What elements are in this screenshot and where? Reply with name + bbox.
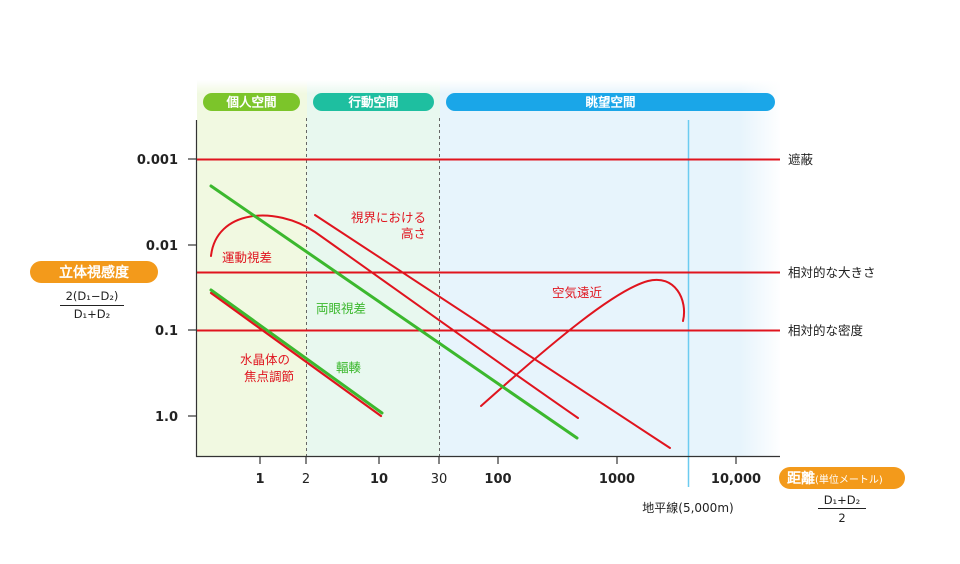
x-axis-title: 距離(単位メートル) [787,470,883,487]
threshold-relative-density-label: 相対的な密度 [788,323,864,338]
threshold-occlusion-label: 遮蔽 [788,152,814,167]
personal-zone-label: 個人空間 [225,95,276,110]
right-fade [740,80,782,457]
x-axis-title-pill [779,467,905,489]
x-tick-30: 30 [431,472,448,487]
y-tick-0.001: 0.001 [137,153,178,168]
label-height-line1: 視界における [351,210,426,225]
threshold-relative-size-label: 相対的な大きさ [788,265,876,280]
label-motion-parallax: 運動視差 [222,250,272,265]
y-axis-title: 立体視感度 [59,264,130,281]
personal-zone-pill [203,93,300,111]
y-tick-0.1: 0.1 [155,324,178,339]
view-zone-pill [446,93,775,111]
action-zone-pill [313,93,434,111]
x-tick-100: 100 [484,472,511,487]
curve-height-in-field [314,214,671,449]
x-tick-10: 10 [370,472,388,487]
x-tick-10000: 10,000 [711,472,761,487]
y-tick-0.01: 0.01 [146,239,178,254]
label-accommodation-line2: 焦点調節 [244,369,294,384]
top-fade [197,80,782,94]
label-aerial-perspective: 空気遠近 [552,285,603,300]
label-convergence: 輻輳 [336,360,362,375]
horizon-label: 地平線(5,000m) [642,500,733,515]
curve-accommodation [209,291,383,418]
y-ticks [188,158,197,417]
label-height-line2: 高さ [401,226,426,241]
x-axis-formula-denominator: 2 [838,511,845,525]
x-ticks [259,457,737,464]
x-tick-1: 1 [255,472,264,487]
y-axis-title-pill [30,261,158,283]
curve-binocular-parallax [209,184,579,440]
curve-aerial-perspective [480,278,686,407]
view-zone-label: 眺望空間 [585,95,635,110]
curve-motion-parallax [210,214,579,419]
y-axis-formula-numerator: 2(D₁−D₂) [66,289,119,303]
curve-convergence [209,288,384,415]
action-zone-label: 行動空間 [347,95,398,110]
personal-zone-background [197,80,307,457]
action-zone-background [307,80,440,457]
view-zone-background [440,80,780,457]
x-axis-formula-numerator: D₁+D₂ [824,493,861,507]
x-tick-1000: 1000 [599,472,635,487]
y-tick-1.0: 1.0 [155,410,178,425]
label-binocular-parallax: 両眼視差 [316,301,366,316]
x-tick-2: 2 [302,472,310,487]
y-axis-formula-denominator: D₁+D₂ [74,307,111,321]
label-accommodation-line1: 水晶体の [240,352,290,367]
